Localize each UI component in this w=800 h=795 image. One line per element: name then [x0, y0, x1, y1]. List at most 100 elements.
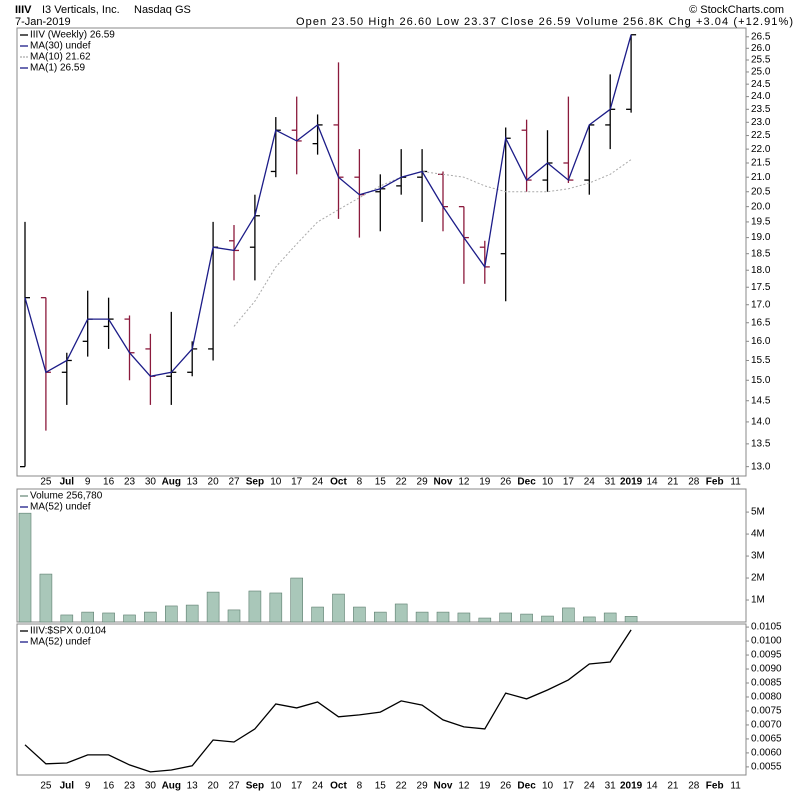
- x-tick-label: 23: [124, 477, 136, 488]
- x-tick-label: Jul: [60, 781, 75, 792]
- y-tick-label: 0.0085: [751, 678, 782, 689]
- x-tick-label: 17: [291, 781, 303, 792]
- x-tick-label: 13: [187, 477, 199, 488]
- line: [233, 159, 632, 327]
- y-tick-label: 0.0070: [751, 720, 782, 731]
- volume-bar: [144, 611, 157, 623]
- volume-bar: [353, 606, 366, 623]
- y-tick-label: 19.5: [751, 217, 771, 228]
- y-tick-label: 15.5: [751, 355, 771, 366]
- x-tick-label: 15: [375, 477, 387, 488]
- y-tick-label: 0.0055: [751, 762, 782, 773]
- x-tick-label: 12: [458, 477, 470, 488]
- y-tick-label: 0.0105: [751, 622, 782, 633]
- volume-bar: [436, 611, 450, 623]
- x-tick-label: Oct: [330, 781, 347, 792]
- volume-bar: [499, 612, 513, 623]
- x-tick-label: 13: [187, 781, 199, 792]
- x-tick-label: 15: [375, 781, 387, 792]
- volume-bar: [227, 609, 241, 623]
- y-tick-label: 0.0090: [751, 664, 782, 675]
- volume-bar: [373, 611, 387, 623]
- volume-bar: [415, 611, 429, 623]
- y-tick-label: 13.0: [751, 461, 771, 472]
- x-tick-label: Dec: [517, 477, 536, 488]
- legend-label: Volume 256,780: [30, 491, 103, 502]
- y-tick-label: 14.0: [751, 417, 771, 428]
- x-tick-label: 17: [563, 781, 575, 792]
- x-tick-label: 8: [357, 477, 363, 488]
- volume-bar: [206, 591, 220, 623]
- volume-bar: [81, 611, 94, 623]
- volume-bar: [60, 614, 74, 623]
- y-tick-label: 0.0100: [751, 636, 782, 647]
- x-tick-label: 19: [479, 477, 491, 488]
- x-tick-label: 12: [458, 781, 470, 792]
- volume-bar: [520, 613, 533, 623]
- quote: Open 23.50 High 26.60 Low 23.37 Close 26…: [296, 16, 793, 28]
- x-tick-label: 28: [688, 781, 700, 792]
- legend-label: MA(1) 26.59: [30, 63, 85, 74]
- y-tick-label: 17.0: [751, 299, 771, 310]
- x-tick-label: 23: [124, 781, 136, 792]
- x-tick-label: 26: [500, 477, 512, 488]
- y-tick-label: 15.0: [751, 375, 771, 386]
- x-tick-label: Nov: [434, 477, 453, 488]
- x-tick-label: Sep: [246, 477, 264, 488]
- x-tick-label: 22: [396, 477, 408, 488]
- y-tick-label: 25.0: [751, 67, 771, 78]
- y-tick-label: 21.0: [751, 172, 771, 183]
- volume-bar: [582, 616, 596, 623]
- x-tick-label: 25: [40, 781, 52, 792]
- x-tick-label: 21: [667, 477, 679, 488]
- y-tick-label: 20.0: [751, 201, 771, 212]
- y-tick-label: 13.5: [751, 439, 771, 450]
- x-tick-label: 2019: [620, 477, 643, 488]
- x-tick-label: 16: [103, 781, 115, 792]
- x-tick-label: Oct: [330, 477, 347, 488]
- volume-bar: [185, 604, 199, 623]
- x-tick-label: 22: [396, 781, 408, 792]
- legend-label: IIIV:$SPX 0.0104: [30, 626, 107, 637]
- y-tick-label: 26.0: [751, 43, 771, 54]
- legend-label: MA(10) 21.62: [30, 52, 91, 63]
- volume-bar: [311, 606, 324, 623]
- x-tick-label: 24: [584, 477, 596, 488]
- date: 7-Jan-2019: [15, 16, 71, 28]
- line: [24, 629, 632, 773]
- line: [24, 34, 632, 378]
- x-tick-label: Jul: [60, 477, 75, 488]
- x-tick-label: 19: [479, 781, 491, 792]
- volume-bar: [603, 612, 617, 623]
- symbol: IIIV: [15, 4, 32, 16]
- legend-label: IIIV (Weekly) 26.59: [30, 30, 115, 41]
- x-tick-label: 16: [103, 477, 115, 488]
- copyright: © StockCharts.com: [689, 4, 784, 16]
- panel-frame: [16, 27, 747, 477]
- y-tick-label: 14.5: [751, 395, 771, 406]
- x-tick-label: Feb: [706, 781, 724, 792]
- y-tick-label: 4M: [751, 529, 765, 540]
- y-tick-label: 0.0080: [751, 692, 782, 703]
- y-tick-label: 3M: [751, 551, 765, 562]
- y-tick-label: 5M: [751, 507, 765, 518]
- volume-bar: [18, 512, 32, 623]
- x-tick-label: 20: [208, 781, 220, 792]
- x-tick-label: 27: [228, 477, 240, 488]
- volume-bar: [39, 573, 53, 623]
- exchange: Nasdaq GS: [134, 4, 191, 16]
- volume-bar: [290, 577, 304, 623]
- y-tick-label: 22.5: [751, 130, 771, 141]
- x-tick-label: 25: [40, 477, 52, 488]
- y-tick-label: 25.5: [751, 55, 771, 66]
- volume-bar: [562, 607, 575, 623]
- volume-bar: [394, 603, 408, 623]
- x-tick-label: 17: [563, 477, 575, 488]
- panel-frame: [16, 488, 747, 623]
- x-tick-label: 31: [605, 781, 617, 792]
- x-tick-label: 24: [312, 477, 324, 488]
- y-tick-label: 0.0075: [751, 706, 782, 717]
- y-tick-label: 18.5: [751, 248, 771, 259]
